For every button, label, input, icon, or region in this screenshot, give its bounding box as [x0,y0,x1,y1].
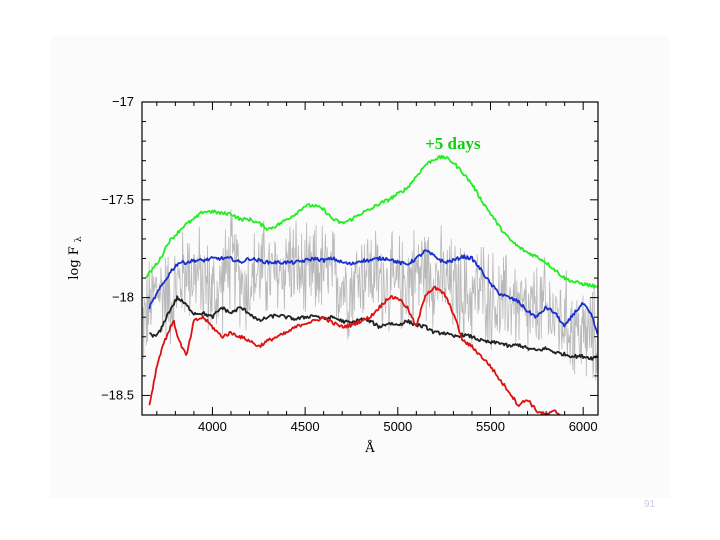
spectrum-series-1 [142,209,598,381]
x-axis-title: Å [364,440,375,456]
x-tick-label: 4500 [291,419,320,434]
spectrum-series-5 [148,285,561,415]
y-tick-label: −18.5 [101,387,134,402]
y-tick-label: −18 [112,290,134,305]
y-tick-label: −17.5 [101,192,134,207]
x-tick-label: 5000 [383,419,412,434]
x-tick-label: 6000 [569,419,598,434]
series-layer [142,154,598,415]
y-tick-label: −17 [112,94,134,109]
annotation-plus-5-days: +5 days [425,134,481,153]
spectrum-series-2 [145,154,598,289]
x-tick-label: 4000 [198,419,227,434]
page-number: 91 [644,499,656,510]
spectrum-series-3 [148,249,598,335]
axis-ticks: 4000 4500 5000 5500 6000 −17 −17.5 −18 −18.5 [101,94,598,434]
x-tick-label: 5500 [476,419,505,434]
y-axis-title-main: log F [67,246,82,279]
y-axis-title-subscript: λ [74,236,84,242]
y-axis-title: log F λ [67,236,84,280]
spectrum-series-4 [149,295,598,361]
